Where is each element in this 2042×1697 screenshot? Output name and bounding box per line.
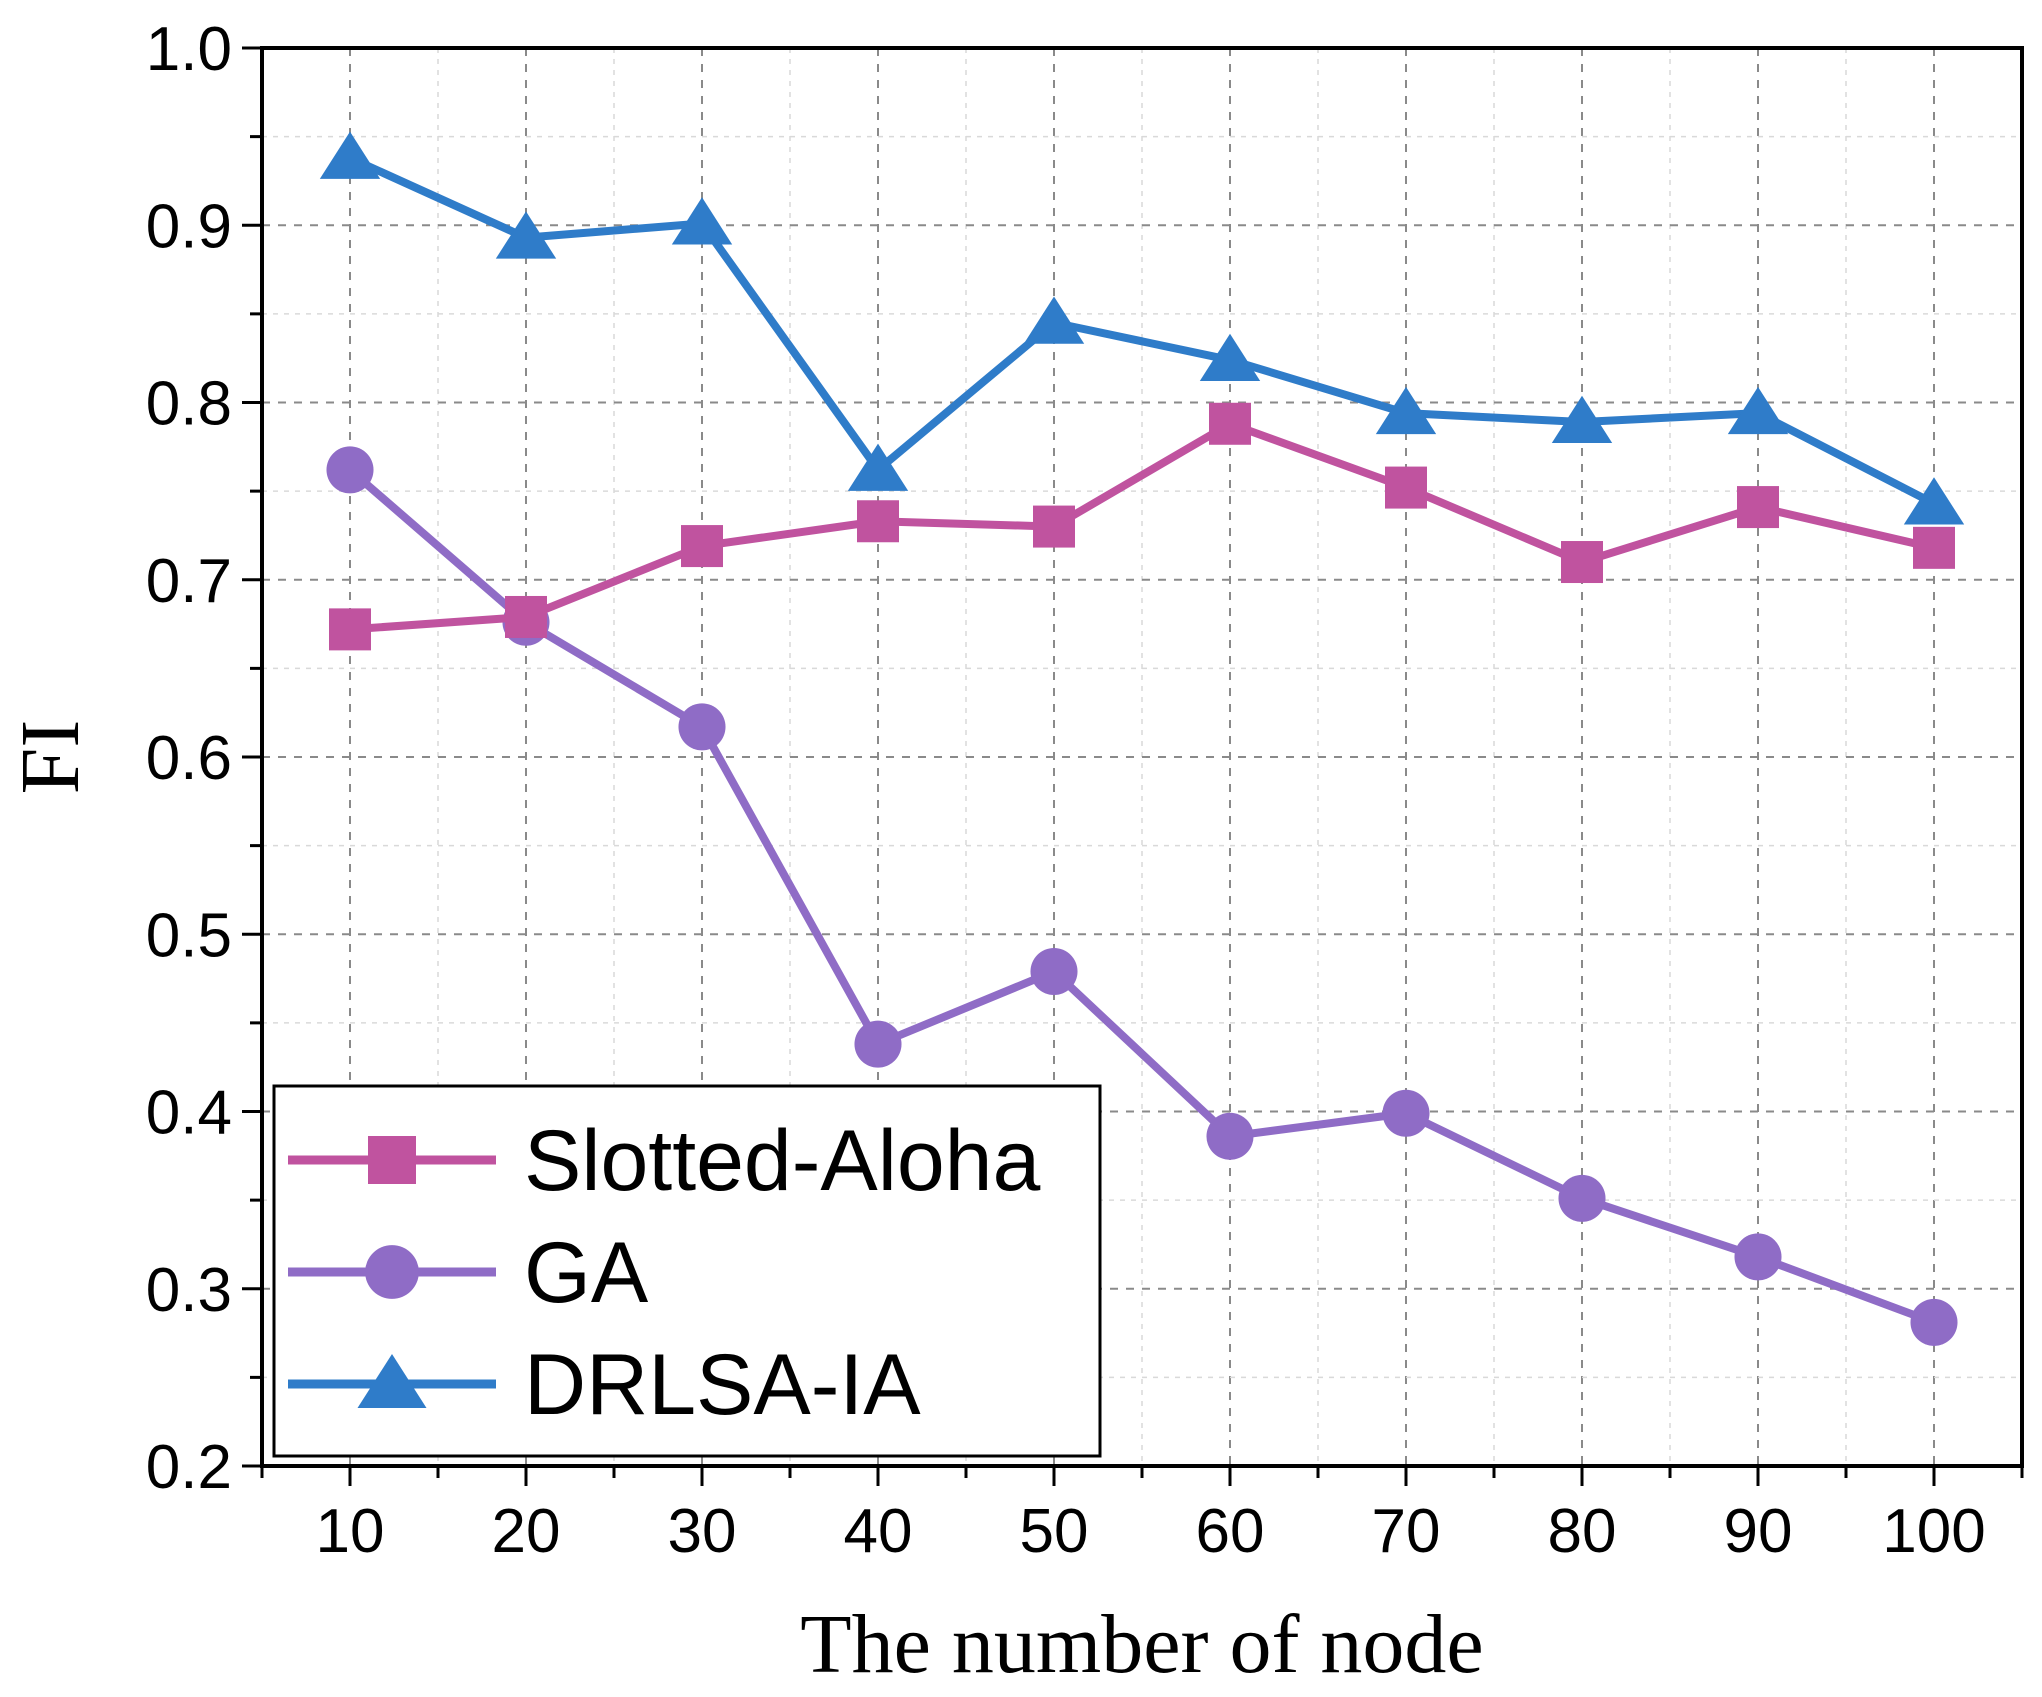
y-tick-label: 0.3 [146,1256,232,1325]
legend-marker [368,1136,416,1184]
data-point [1734,1233,1782,1281]
data-point [1727,386,1789,435]
data-point [854,1020,902,1068]
data-point [326,446,374,494]
y-tick-labels: 0.2 0.3 0.4 0.5 0.6 0.7 0.8 0.9 1.0 [146,15,232,1502]
y-tick-label: 0.8 [146,370,232,439]
series-slotted-aloha [329,402,1955,651]
y-tick-label: 1.0 [146,15,232,84]
series-line [347,466,1936,1327]
x-tick-labels: 10 20 30 40 50 60 70 80 90 100 [316,1497,1986,1566]
x-tick-label: 50 [1020,1497,1089,1566]
series-line [348,154,1936,508]
data-point [681,525,723,568]
data-point [1199,333,1261,381]
data-point [857,500,899,543]
data-point [505,595,547,638]
y-tick-label: 0.9 [146,192,232,261]
legend-entry: GA [288,1225,649,1321]
legend-entry: Slotted-Aloha [288,1113,1041,1209]
legend-label: GA [524,1225,649,1321]
data-point [329,608,371,651]
data-point [1209,402,1251,445]
data-point [671,197,733,245]
data-point [1737,486,1779,529]
legend-entry: DRLSA-IA [288,1337,921,1433]
data-point [1382,1089,1430,1137]
data-point [1551,395,1613,443]
data-point [319,131,381,179]
legend-marker [365,1245,419,1299]
data-point [847,443,909,491]
series-drlsa-ia [319,131,1965,525]
data-point [1561,541,1603,584]
y-tick-label: 0.6 [146,724,232,793]
series-line [349,419,1935,634]
y-tick-label: 0.7 [146,547,232,616]
x-tick-label: 10 [316,1497,385,1566]
data-point [1910,1298,1958,1346]
data-point [1033,505,1075,548]
y-tick-label: 0.5 [146,901,232,970]
x-tick-label: 80 [1548,1497,1617,1566]
axis-ticks [242,46,2024,1486]
series-layer [319,131,1965,1346]
x-tick-label: 40 [844,1497,913,1566]
data-point [1385,466,1427,509]
x-tick-label: 30 [668,1497,737,1566]
x-axis-title: The number of node [800,1598,1483,1691]
legend-label: DRLSA-IA [524,1337,921,1433]
data-point [678,703,726,751]
legend-label: Slotted-Aloha [524,1113,1041,1209]
data-point [1375,386,1437,435]
legend-marker [357,1354,427,1408]
x-tick-label: 100 [1882,1497,1985,1566]
data-point [1913,526,1955,569]
data-point [1023,296,1085,344]
legend: Slotted-Aloha GA DRLSA-IA [272,1084,1102,1458]
data-point [1558,1174,1606,1222]
x-tick-label: 60 [1196,1497,1265,1566]
x-tick-label: 20 [492,1497,561,1566]
data-point [495,211,557,259]
y-axis-title: FI [4,720,97,795]
data-point [1030,947,1078,995]
y-tick-label: 0.4 [146,1079,232,1148]
x-tick-label: 90 [1724,1497,1793,1566]
data-point [1903,477,1965,525]
data-point [1206,1112,1254,1160]
x-tick-label: 70 [1372,1497,1441,1566]
y-tick-label: 0.2 [146,1433,232,1502]
